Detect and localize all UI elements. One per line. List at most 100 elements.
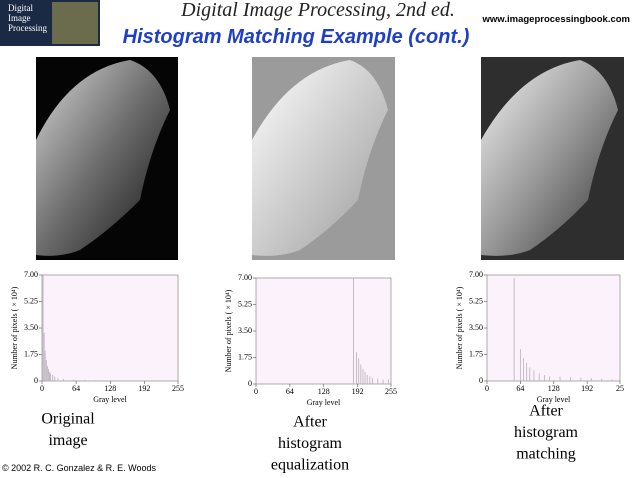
- subtitle: Histogram Matching Example (cont.): [123, 26, 470, 48]
- bar: [45, 359, 47, 381]
- x-tick-label: 128: [104, 384, 116, 393]
- x-tick-label: 64: [516, 384, 524, 393]
- y-tick-label: 0: [248, 379, 252, 388]
- y-tick-label: 3.50: [469, 323, 483, 332]
- bar: [84, 379, 86, 381]
- bar: [526, 362, 528, 381]
- bar: [47, 368, 49, 381]
- bar: [377, 378, 379, 384]
- bar: [358, 358, 360, 384]
- footer: © 2002 R. C. Gonzalez & R. E. Woods: [2, 463, 157, 473]
- image-equalized: [252, 57, 395, 260]
- histogram: 0 1.75 3.50 5.25 7.00 0 64 128 192 255 Gray level N…: [224, 273, 397, 407]
- y-tick-label: 1.75: [469, 349, 483, 358]
- x-tick-label: 192: [352, 387, 364, 396]
- plot-area: [486, 274, 621, 382]
- y-axis-label: Number of pixels ( × 10⁴): [455, 286, 464, 369]
- bar: [590, 377, 592, 381]
- bar: [382, 379, 384, 384]
- histogram: 0 1.75 3.50 5.25 7.00 0 64 128 192 25 Gray level Nu…: [455, 270, 624, 404]
- bar: [62, 378, 64, 381]
- bar: [366, 374, 368, 384]
- bar: [601, 378, 603, 381]
- y-tick-label: 0: [479, 376, 483, 385]
- bar: [372, 377, 373, 384]
- caption-line: image: [48, 432, 87, 449]
- y-axis-label: Number of pixels ( × 10⁴): [10, 286, 19, 369]
- bar: [529, 367, 531, 381]
- bar: [523, 358, 524, 381]
- bar: [364, 371, 366, 384]
- bar: [356, 352, 358, 384]
- caption-line: matching: [516, 446, 576, 463]
- x-axis-label: Gray level: [307, 398, 341, 407]
- y-tick-label: 3.50: [238, 326, 252, 335]
- bar: [54, 376, 56, 381]
- x-tick-label: 64: [286, 387, 294, 396]
- bar: [42, 275, 44, 381]
- logo-line: Image: [8, 13, 31, 23]
- bar: [49, 371, 50, 381]
- y-tick-label: 5.25: [238, 299, 252, 308]
- y-tick-label: 1.75: [24, 349, 38, 358]
- bar: [50, 373, 51, 381]
- image-matched: [481, 57, 624, 260]
- x-tick-label: 64: [72, 384, 80, 393]
- caption-line: histogram: [514, 424, 579, 441]
- plot-area: [41, 274, 179, 382]
- x-tick-label: 25: [616, 384, 624, 393]
- x-axis-label: Gray level: [537, 395, 571, 404]
- bar: [559, 376, 561, 381]
- y-tick-label: 5.25: [24, 296, 38, 305]
- captions: Original image After histogram equalization A…: [41, 403, 578, 474]
- bar: [44, 350, 46, 381]
- bar: [513, 278, 515, 381]
- bar: [519, 349, 521, 381]
- title: Digital Image Processing, 2nd ed.: [180, 0, 455, 21]
- caption-line: Original: [41, 411, 95, 428]
- caption-line: After: [293, 414, 327, 431]
- logo: Digital Image Processing: [0, 0, 100, 46]
- y-tick-label: 7.00: [238, 273, 252, 282]
- y-tick-label: 0: [34, 376, 38, 385]
- bar: [369, 376, 371, 384]
- bar: [611, 379, 613, 381]
- x-tick-label: 128: [548, 384, 560, 393]
- caption-line: histogram: [278, 435, 343, 452]
- x-tick-label: 255: [172, 384, 184, 393]
- x-tick-label: 0: [485, 384, 489, 393]
- y-tick-label: 7.00: [24, 270, 38, 279]
- caption-line: equalization: [271, 457, 349, 474]
- y-tick-label: 1.75: [238, 352, 252, 361]
- bar: [46, 365, 48, 381]
- y-tick-label: 3.50: [24, 323, 38, 332]
- bar: [387, 379, 389, 384]
- bar: [360, 364, 362, 384]
- bar: [543, 374, 545, 381]
- bar: [362, 368, 364, 384]
- logo-line: Digital: [8, 3, 33, 13]
- bar: [43, 332, 45, 381]
- histogram: 0 1.75 3.50 5.25 7.00 0 64 128 192 255 Gray level N…: [10, 270, 184, 404]
- x-tick-label: 128: [318, 387, 330, 396]
- bar: [52, 374, 54, 381]
- x-tick-label: 0: [254, 387, 258, 396]
- bar: [538, 373, 540, 381]
- plot-area: [255, 277, 392, 385]
- bar: [94, 380, 96, 381]
- y-tick-label: 5.25: [469, 296, 483, 305]
- bar: [57, 377, 59, 381]
- x-tick-label: 255: [385, 387, 397, 396]
- bar: [580, 377, 582, 381]
- image-original: [36, 57, 178, 260]
- logo-line: Processing: [8, 23, 47, 33]
- bar: [549, 376, 551, 381]
- y-axis-label: Number of pixels ( × 10⁴): [224, 289, 233, 372]
- x-tick-label: 192: [581, 384, 593, 393]
- bar: [352, 278, 354, 384]
- y-tick-label: 7.00: [469, 270, 483, 279]
- x-axis-label: Gray level: [93, 395, 127, 404]
- x-tick-label: 0: [40, 384, 44, 393]
- url: www.imageprocessingbook.com: [482, 14, 630, 25]
